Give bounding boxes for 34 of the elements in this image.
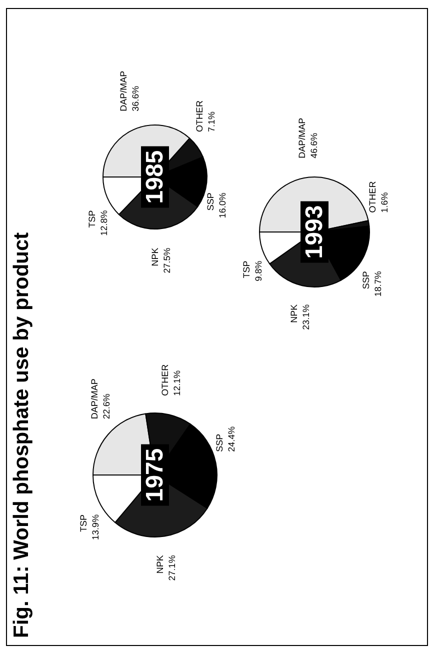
data-label: 9.8%	[254, 260, 264, 282]
data-label: 12.1%	[172, 370, 182, 396]
text: 1993	[301, 205, 328, 259]
slice-label: SSP	[206, 192, 216, 211]
slice-label: NPK	[288, 304, 299, 323]
slice-label: OTHER	[368, 180, 378, 213]
data-label: 16.0%	[218, 192, 228, 218]
data-label: 46.6%	[308, 132, 319, 158]
data-label: 27.5%	[162, 248, 172, 274]
data-label: 24.4%	[226, 426, 237, 452]
slice-label: DAP/MAP	[296, 118, 307, 158]
data-label: 7.1%	[206, 112, 216, 132]
slice-label: TSP	[78, 514, 89, 532]
slice-label: NPK	[150, 248, 160, 266]
text: Fig. 11: World phosphate use by product	[10, 232, 34, 638]
data-label: 18.7%	[373, 271, 384, 297]
slice-label: TSP	[242, 260, 252, 278]
slice-label: DAP/MAP	[118, 70, 129, 112]
data-label: 12.8%	[98, 210, 109, 236]
data-label: 36.6%	[130, 86, 141, 112]
slice-label: DAP/MAP	[89, 378, 100, 420]
text: 1975	[142, 448, 168, 502]
slice-label: SSP	[361, 271, 372, 290]
text: 1985	[142, 150, 168, 204]
slice-label: TSP	[86, 210, 97, 228]
slice-label: NPK	[154, 555, 165, 574]
slice-label: SSP	[214, 434, 225, 452]
data-label: 23.1%	[300, 304, 311, 330]
data-label: 22.6%	[101, 394, 112, 420]
data-label: 1.6%	[380, 192, 390, 213]
slice-label: OTHER	[160, 364, 170, 396]
data-label: 27.1%	[166, 555, 177, 581]
slice-label: OTHER	[194, 100, 204, 132]
data-label: 13.9%	[90, 514, 101, 540]
